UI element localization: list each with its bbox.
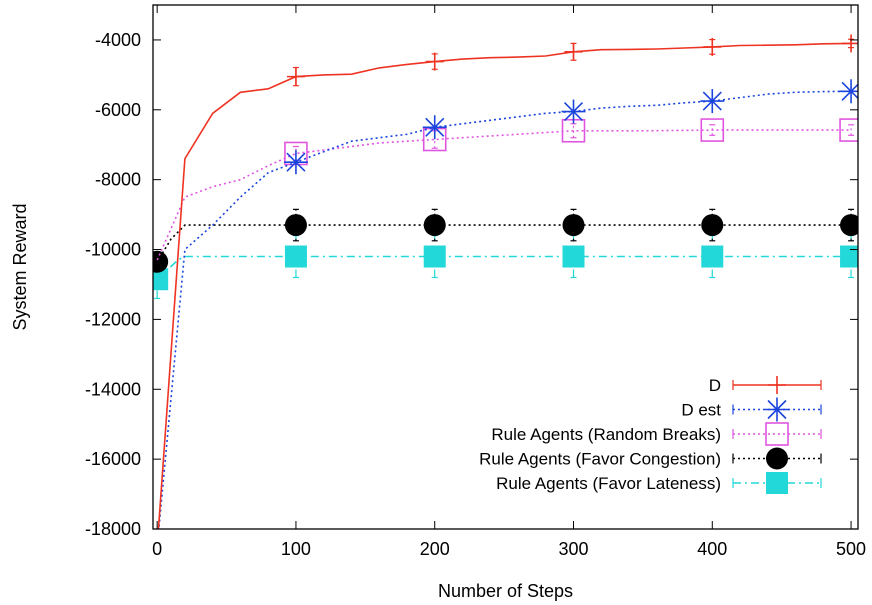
error-bar bbox=[709, 124, 716, 136]
x-tick-label: 500 bbox=[836, 539, 866, 559]
data-point bbox=[701, 214, 724, 237]
series-line bbox=[156, 129, 852, 261]
data-point bbox=[766, 472, 788, 494]
error-bar bbox=[570, 123, 577, 139]
data-point bbox=[703, 37, 722, 56]
series-line bbox=[156, 255, 852, 280]
legend-label: Rule Agents (Favor Lateness) bbox=[496, 474, 721, 493]
y-axis-label: System Reward bbox=[10, 203, 30, 330]
data-point bbox=[840, 245, 858, 268]
plot-area bbox=[153, 34, 858, 529]
series-3 bbox=[153, 208, 858, 273]
series-line bbox=[158, 90, 852, 529]
data-point bbox=[562, 214, 585, 237]
data-point bbox=[423, 214, 446, 237]
data-point bbox=[286, 67, 305, 86]
data-point bbox=[153, 268, 169, 291]
series-0 bbox=[157, 34, 858, 529]
legend-label: D est bbox=[681, 401, 721, 420]
x-tick-label: 400 bbox=[697, 539, 727, 559]
y-tick-label: -12000 bbox=[85, 309, 141, 329]
y-tick-label: -6000 bbox=[95, 100, 141, 120]
x-tick-label: 200 bbox=[420, 539, 450, 559]
data-point bbox=[839, 79, 858, 104]
data-point bbox=[562, 245, 585, 268]
legend-entry: Rule Agents (Favor Congestion) bbox=[479, 447, 822, 470]
error-bar bbox=[848, 124, 855, 136]
data-point bbox=[153, 250, 169, 273]
legend-entry: Rule Agents (Random Breaks) bbox=[491, 422, 822, 446]
data-point bbox=[700, 89, 725, 114]
data-point bbox=[284, 245, 307, 268]
legend: D D est Rule Agents (Random Breaks) Rule Ag… bbox=[479, 376, 822, 494]
plot-frame bbox=[152, 4, 859, 530]
y-tick-label: -14000 bbox=[85, 379, 141, 399]
y-tick-label: -10000 bbox=[85, 240, 141, 260]
series-1 bbox=[158, 79, 858, 529]
legend-entry: D bbox=[709, 376, 822, 395]
y-tick-label: -16000 bbox=[85, 449, 141, 469]
x-tick-label: 0 bbox=[152, 539, 162, 559]
x-axis-label: Number of Steps bbox=[438, 581, 573, 601]
legend-entry: D est bbox=[681, 397, 822, 422]
data-point bbox=[765, 397, 789, 422]
legend-label: D bbox=[709, 376, 721, 395]
axis-ticks: 0 100 200 300 400 500 -18000 -16000 -14000 -12000… bbox=[85, 5, 866, 559]
series-line bbox=[156, 224, 852, 263]
data-point bbox=[768, 376, 786, 394]
y-tick-label: -8000 bbox=[95, 170, 141, 190]
series-2 bbox=[156, 118, 858, 261]
data-point bbox=[842, 34, 858, 53]
data-point bbox=[701, 245, 724, 268]
data-point bbox=[284, 214, 307, 237]
data-point bbox=[283, 150, 308, 175]
legend-label: Rule Agents (Random Breaks) bbox=[491, 425, 721, 444]
data-point bbox=[700, 118, 725, 142]
legend-entry: Rule Agents (Favor Lateness) bbox=[496, 472, 822, 494]
legend-label: Rule Agents (Favor Congestion) bbox=[479, 450, 721, 469]
data-point bbox=[765, 422, 789, 446]
data-point bbox=[766, 447, 788, 470]
data-point bbox=[839, 118, 858, 142]
data-point bbox=[840, 214, 858, 237]
data-point bbox=[422, 115, 447, 140]
x-tick-label: 100 bbox=[281, 539, 311, 559]
y-tick-label: -18000 bbox=[85, 519, 141, 539]
series-line bbox=[157, 42, 852, 529]
data-point bbox=[561, 99, 586, 124]
data-point bbox=[423, 245, 446, 268]
x-tick-label: 300 bbox=[558, 539, 588, 559]
series-4 bbox=[153, 234, 858, 300]
y-tick-label: -4000 bbox=[95, 30, 141, 50]
data-point bbox=[425, 52, 444, 71]
data-point bbox=[564, 42, 583, 61]
